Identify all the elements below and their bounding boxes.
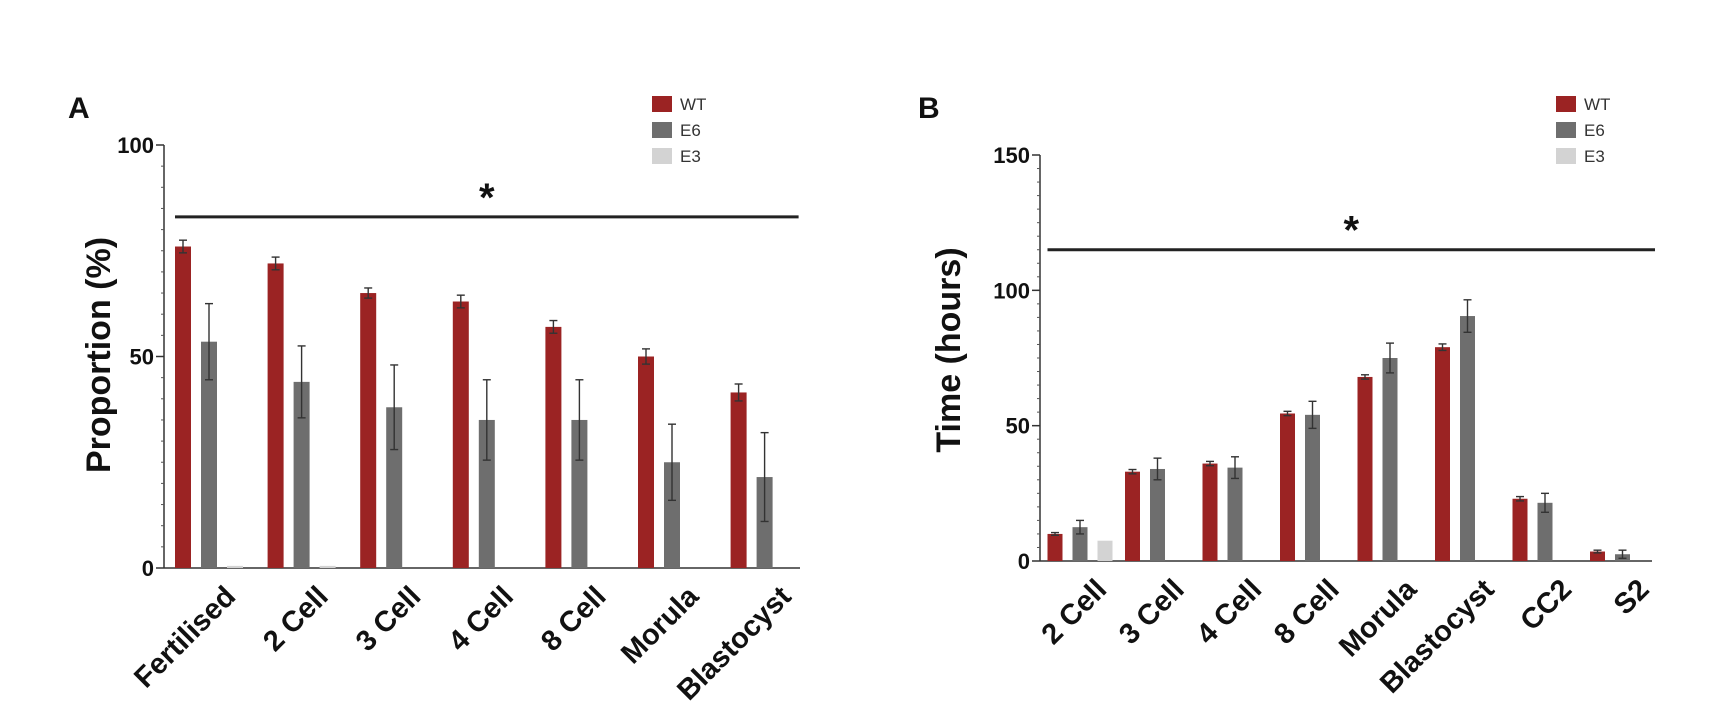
y-tick-label: 50 <box>130 345 154 370</box>
bar-e6 <box>756 477 773 568</box>
bar-e6 <box>571 419 588 568</box>
y-tick-label: 100 <box>117 133 154 158</box>
chart-panel-a: A Proportion (%) 0 50 100 Fertilised 2 Cell 3 C… <box>68 92 800 707</box>
bar-wt <box>1047 533 1063 561</box>
legend-label-e6: E6 <box>680 121 701 140</box>
x-tick-label: CC2 <box>1514 573 1578 637</box>
y-tick-label: 0 <box>142 556 154 581</box>
bar-e3 <box>1097 540 1113 561</box>
legend-swatch-e6 <box>652 122 672 138</box>
bar-wt <box>1202 463 1218 561</box>
bar-e6 <box>478 419 495 568</box>
x-tick-label: S2 <box>1608 573 1656 621</box>
x-tick-label: 4 Cell <box>443 580 520 657</box>
legend-label-e3: E3 <box>680 147 701 166</box>
y-tick-label: 100 <box>993 278 1030 303</box>
bar-wt <box>638 356 654 568</box>
chart-panel-b: B Time (hours) 0 50 100 150 2 Cell 3 Cell 4 Cell… <box>918 92 1656 700</box>
bar-e6 <box>1227 467 1243 561</box>
panel-letter: A <box>68 92 90 125</box>
bar-wt <box>1280 413 1295 561</box>
x-tick-label: 3 Cell <box>350 580 427 657</box>
x-tick-label: 2 Cell <box>1036 573 1113 650</box>
bar-e6 <box>293 381 310 568</box>
x-tick-label: 8 Cell <box>535 580 612 657</box>
bar-wt <box>1357 376 1373 561</box>
bar-e6 <box>1537 502 1553 561</box>
significance-star: * <box>479 176 495 220</box>
bar-wt <box>545 326 562 568</box>
bar-e6 <box>1460 316 1475 561</box>
y-tick-label: 0 <box>1018 549 1030 574</box>
bar-e6 <box>1305 414 1320 561</box>
bar-e6 <box>1072 527 1088 561</box>
x-tick-label: Fertilised <box>128 580 242 694</box>
legend-swatch-e3 <box>1556 148 1576 164</box>
bar-e6 <box>201 341 217 568</box>
bar-e3 <box>319 565 336 568</box>
x-tick-label: 2 Cell <box>257 580 334 657</box>
x-tick-label: Morula <box>615 580 705 670</box>
panel-letter: B <box>918 92 940 125</box>
bar-e6 <box>1150 468 1165 561</box>
x-tick-label: 4 Cell <box>1191 573 1268 650</box>
legend-swatch-wt <box>652 96 672 112</box>
bar-e6 <box>664 462 680 568</box>
legend-swatch-e6 <box>1556 122 1576 138</box>
bar-wt <box>452 301 469 568</box>
bar-wt <box>1512 498 1528 561</box>
y-axis-label: Time (hours) <box>930 247 968 452</box>
significance-star: * <box>1343 209 1359 253</box>
bar-wt <box>175 246 191 568</box>
bar-wt <box>1435 347 1450 561</box>
y-tick-label: 50 <box>1006 414 1030 439</box>
legend-label-e6: E6 <box>1584 121 1605 140</box>
y-tick-label: 150 <box>993 143 1030 168</box>
legend-label-e3: E3 <box>1584 147 1605 166</box>
bar-wt <box>730 392 747 568</box>
bar-e6 <box>386 407 403 568</box>
bar-e6 <box>1382 358 1398 561</box>
bar-wt <box>360 293 377 568</box>
bar-e3 <box>227 565 243 568</box>
legend-label-wt: WT <box>680 95 706 114</box>
y-axis-label: Proportion (%) <box>80 237 118 473</box>
bar-wt <box>1590 551 1605 561</box>
bar-wt <box>267 263 284 568</box>
legend-swatch-e3 <box>652 148 672 164</box>
bar-wt <box>1125 471 1140 561</box>
x-tick-label: 3 Cell <box>1113 573 1190 650</box>
legend-swatch-wt <box>1556 96 1576 112</box>
legend-label-wt: WT <box>1584 95 1610 114</box>
